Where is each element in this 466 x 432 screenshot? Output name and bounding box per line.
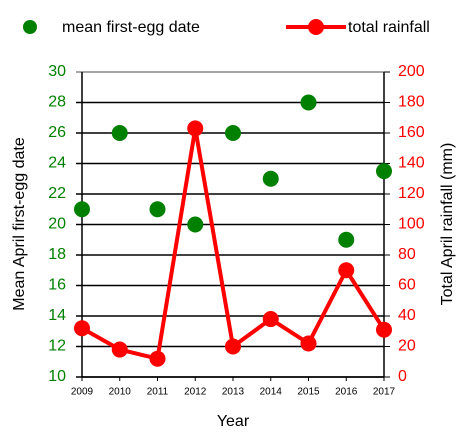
- y-tick-label: 18: [48, 246, 66, 263]
- y-tick-label: 24: [48, 155, 66, 172]
- line-marker: [149, 350, 166, 367]
- x-tick-label: 2011: [147, 387, 169, 398]
- scatter-point: [376, 163, 392, 180]
- scatter-point: [187, 216, 204, 233]
- scatter-point: [300, 94, 317, 111]
- line-marker: [338, 262, 355, 279]
- y2-tick-label: 200: [398, 63, 425, 80]
- scatter-point: [111, 125, 128, 141]
- y-tick-label: 16: [48, 277, 66, 294]
- y2-axis-title: Total April rainfall (mm): [439, 143, 456, 306]
- y2-tick-label: 120: [398, 185, 425, 202]
- legend-label: total rainfall: [348, 19, 430, 36]
- y2-tick-label: 80: [398, 246, 416, 263]
- y-tick-label: 22: [48, 185, 66, 202]
- line-marker: [262, 311, 279, 328]
- scatter-point: [149, 201, 166, 218]
- line-marker: [111, 341, 128, 358]
- y-tick-label: 14: [48, 307, 66, 324]
- line-marker: [74, 320, 90, 337]
- scatter-point: [262, 170, 279, 187]
- x-axis-title: Year: [217, 413, 250, 430]
- scatter-point: [225, 125, 241, 141]
- x-tick-label: 2017: [373, 387, 396, 398]
- y2-tick-label: 180: [398, 94, 425, 111]
- y2-tick-label: 40: [398, 307, 416, 324]
- scatter-point: [74, 201, 90, 218]
- legend-marker: [308, 19, 324, 35]
- y2-tick-label: 100: [398, 216, 425, 233]
- legend-label: mean first-egg date: [62, 19, 200, 36]
- y-tick-label: 10: [48, 368, 66, 385]
- y2-tick-label: 140: [398, 155, 425, 172]
- line-marker: [376, 321, 392, 338]
- y-tick-label: 20: [48, 216, 66, 233]
- x-tick-label: 2015: [297, 387, 320, 398]
- y-tick-label: 26: [48, 124, 66, 141]
- x-tick-label: 2016: [335, 387, 358, 398]
- y-axis-title: Mean April first-egg date: [11, 137, 28, 311]
- line-marker: [225, 338, 241, 355]
- scatter-point: [338, 231, 355, 248]
- y-tick-label: 28: [48, 94, 66, 111]
- x-tick-label: 2012: [184, 387, 207, 398]
- y-tick-label: 30: [48, 63, 66, 80]
- x-tick-label: 2013: [222, 387, 245, 398]
- x-tick-label: 2009: [71, 387, 94, 398]
- y2-tick-label: 0: [398, 368, 407, 385]
- y-tick-label: 12: [48, 338, 66, 355]
- x-tick-label: 2014: [260, 387, 283, 398]
- y2-tick-label: 160: [398, 124, 425, 141]
- y2-tick-label: 20: [398, 338, 416, 355]
- legend-marker: [23, 20, 37, 34]
- y2-tick-label: 60: [398, 277, 416, 294]
- line-marker: [187, 120, 204, 137]
- line-marker: [300, 335, 317, 352]
- x-tick-label: 2010: [109, 387, 132, 398]
